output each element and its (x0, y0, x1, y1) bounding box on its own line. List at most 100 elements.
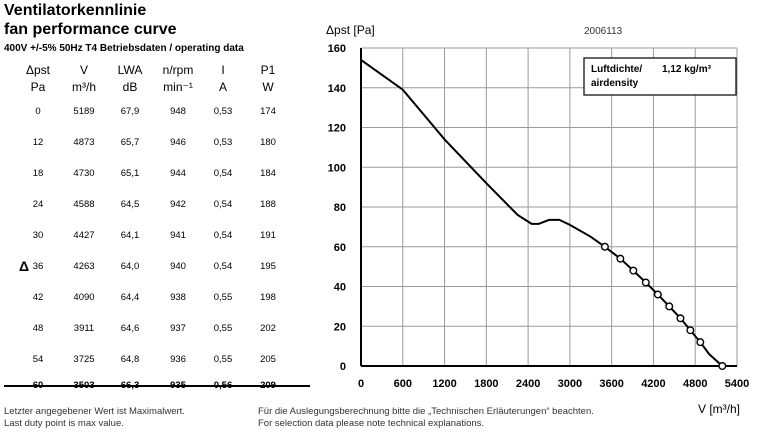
header-volume: V (79, 63, 88, 77)
air-density-box (583, 57, 737, 96)
cell-volume: 4730 (73, 168, 95, 179)
cell-power: 198 (260, 292, 276, 303)
air-density-label: Luftdichte/ (591, 64, 642, 75)
air-density-label: airdensity (591, 78, 639, 89)
cell-lwa: 64,5 (120, 199, 140, 210)
cell-speed: 946 (170, 137, 186, 148)
cell-speed: 941 (170, 230, 186, 241)
y-tick-label: 100 (328, 162, 346, 174)
header-power: P1 (260, 63, 276, 77)
x-tick-label: 3000 (558, 378, 582, 390)
y-tick-label: 40 (334, 282, 346, 294)
cell-volume: 4873 (73, 137, 95, 148)
cell-speed: 948 (170, 106, 186, 117)
cell-dpst: 30 (32, 230, 44, 241)
cell-power: 205 (260, 354, 276, 365)
cell-power: 191 (260, 230, 276, 241)
table-row: 0 5189 67,9 948 0,53 174 (16, 96, 294, 127)
table-row: 18 4730 65,1 944 0,54 184 (16, 158, 294, 189)
y-tick-label: 160 (328, 43, 346, 55)
cell-power: 202 (260, 323, 276, 334)
y-axis-label: Δpst [Pa] (326, 23, 375, 37)
x-tick-label: 5400 (725, 378, 749, 390)
cell-current: 0,55 (213, 354, 233, 365)
y-tick-label: 80 (334, 202, 346, 214)
operating-point-marker (676, 314, 685, 323)
cell-power: 195 (260, 261, 276, 272)
cell-lwa: 64,8 (120, 354, 140, 365)
delta-marker: Δ (19, 258, 30, 274)
unit-current: A (218, 80, 227, 94)
cell-current: 0,54 (213, 168, 233, 179)
cell-volume: 4090 (73, 292, 95, 303)
cell-power: 174 (260, 106, 276, 117)
cell-current: 0,53 (213, 106, 233, 117)
cell-lwa: 64,4 (120, 292, 140, 303)
x-tick-label: 4200 (641, 378, 665, 390)
cell-speed: 936 (170, 354, 186, 365)
cell-dpst: 12 (32, 137, 44, 148)
cell-speed: 942 (170, 199, 186, 210)
note-right-en: For selection data please note technical… (258, 418, 485, 429)
diagram-code: 2006113 (584, 26, 623, 37)
unit-dpst: Pa (30, 80, 46, 94)
x-tick-label: 4800 (683, 378, 707, 390)
y-tick-label: 60 (334, 242, 346, 254)
table-row: 30 4427 64,1 941 0,54 191 (16, 220, 294, 251)
x-tick-label: 0 (358, 378, 364, 390)
y-tick-label: 140 (328, 83, 346, 95)
x-tick-label: 1200 (432, 378, 456, 390)
cell-speed: 937 (170, 323, 186, 334)
header-current: I (221, 63, 225, 77)
operating-point-marker (600, 242, 609, 251)
table-row: 36 4263 64,0 940 0,54 195 (16, 251, 294, 282)
cell-power: 184 (260, 168, 276, 179)
note-right-de: Für die Auslegungsberechnung bitte die „… (258, 406, 594, 417)
chart-title-de: Ventilatorkennlinie (4, 2, 147, 19)
header-lwa: LWA (117, 63, 143, 77)
y-tick-label: 0 (340, 361, 346, 373)
x-axis-label: V [m³/h] (698, 402, 740, 416)
cell-dpst: 18 (32, 168, 44, 179)
operating-point-marker (616, 254, 625, 263)
cell-volume: 3911 (73, 323, 95, 334)
table-row: 54 3725 64,8 936 0,55 205 (16, 344, 294, 375)
cell-volume: 4427 (73, 230, 95, 241)
cell-lwa: 67,9 (120, 106, 140, 117)
operating-point-marker (665, 302, 674, 311)
operating-point-marker (696, 338, 705, 347)
cell-current: 0,54 (213, 199, 233, 210)
x-tick-label: 3600 (599, 378, 623, 390)
table-row: 42 4090 64,4 938 0,55 198 (16, 282, 294, 313)
cell-speed: 940 (170, 261, 186, 272)
unit-speed: min⁻¹ (163, 80, 193, 94)
cell-current: 0,54 (213, 230, 233, 241)
cell-current: 0,53 (213, 137, 233, 148)
cell-current: 0,55 (213, 323, 233, 334)
cell-power: 180 (260, 137, 276, 148)
table-row: 24 4588 64,5 942 0,54 188 (16, 189, 294, 220)
cell-speed: 938 (170, 292, 186, 303)
cell-speed: 944 (170, 168, 186, 179)
operating-point-marker (629, 266, 638, 275)
table-header-row: Δpst V LWA n/rpm I P1 (16, 62, 294, 79)
operating-point-marker (686, 326, 695, 335)
cell-volume: 4263 (73, 261, 95, 272)
cell-dpst: 42 (32, 292, 44, 303)
y-tick-label: 120 (328, 123, 346, 135)
cell-current: 0,55 (213, 292, 233, 303)
x-tick-label: 2400 (516, 378, 540, 390)
cell-current: 0,54 (213, 261, 233, 272)
table-divider (4, 385, 310, 387)
cell-dpst: 48 (32, 323, 44, 334)
header-speed: n/rpm (162, 63, 194, 77)
unit-lwa: dB (122, 80, 138, 94)
table-row: 12 4873 65,7 946 0,53 180 (16, 127, 294, 158)
note-left-de: Letzter angegebener Wert ist Maximalwert… (4, 406, 185, 417)
y-tick-label: 20 (334, 321, 346, 333)
cell-lwa: 65,7 (120, 137, 140, 148)
cell-lwa: 64,0 (120, 261, 140, 272)
note-left-en: Last duty point is max value. (4, 418, 124, 429)
operating-point-marker (641, 278, 650, 287)
